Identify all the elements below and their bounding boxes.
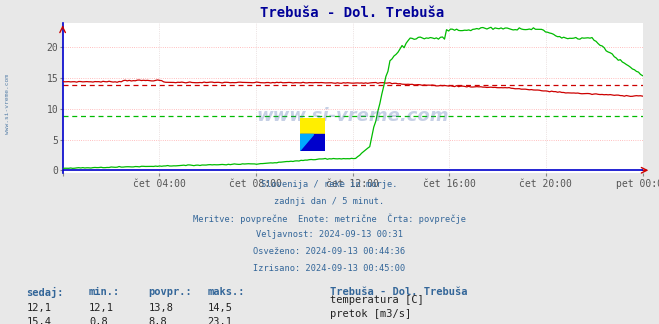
Text: 23,1: 23,1: [208, 317, 233, 324]
Text: 12,1: 12,1: [89, 303, 114, 313]
Text: Meritve: povprečne  Enote: metrične  Črta: povprečje: Meritve: povprečne Enote: metrične Črta:…: [193, 214, 466, 224]
Text: www.si-vreme.com: www.si-vreme.com: [256, 107, 449, 125]
Text: min.:: min.:: [89, 287, 120, 297]
Text: www.si-vreme.com: www.si-vreme.com: [5, 74, 11, 134]
Text: Izrisano: 2024-09-13 00:45:00: Izrisano: 2024-09-13 00:45:00: [253, 264, 406, 273]
Text: 12,1: 12,1: [26, 303, 51, 313]
Text: Veljavnost: 2024-09-13 00:31: Veljavnost: 2024-09-13 00:31: [256, 230, 403, 239]
Text: 0,8: 0,8: [89, 317, 107, 324]
Text: maks.:: maks.:: [208, 287, 245, 297]
Bar: [300, 134, 325, 151]
Text: pretok [m3/s]: pretok [m3/s]: [330, 309, 411, 318]
Text: zadnji dan / 5 minut.: zadnji dan / 5 minut.: [274, 197, 385, 206]
Text: 13,8: 13,8: [148, 303, 173, 313]
Text: 8,8: 8,8: [148, 317, 167, 324]
Bar: [300, 118, 325, 134]
Text: Slovenija / reke in morje.: Slovenija / reke in morje.: [261, 180, 398, 189]
Text: Trebuša - Dol. Trebuša: Trebuša - Dol. Trebuša: [330, 287, 467, 297]
Text: 14,5: 14,5: [208, 303, 233, 313]
Text: temperatura [C]: temperatura [C]: [330, 295, 423, 305]
Polygon shape: [300, 134, 314, 151]
Text: sedaj:: sedaj:: [26, 287, 64, 298]
Text: povpr.:: povpr.:: [148, 287, 192, 297]
Title: Trebuša - Dol. Trebuša: Trebuša - Dol. Trebuša: [260, 6, 445, 20]
Text: Osveženo: 2024-09-13 00:44:36: Osveženo: 2024-09-13 00:44:36: [253, 247, 406, 256]
Text: 15,4: 15,4: [26, 317, 51, 324]
